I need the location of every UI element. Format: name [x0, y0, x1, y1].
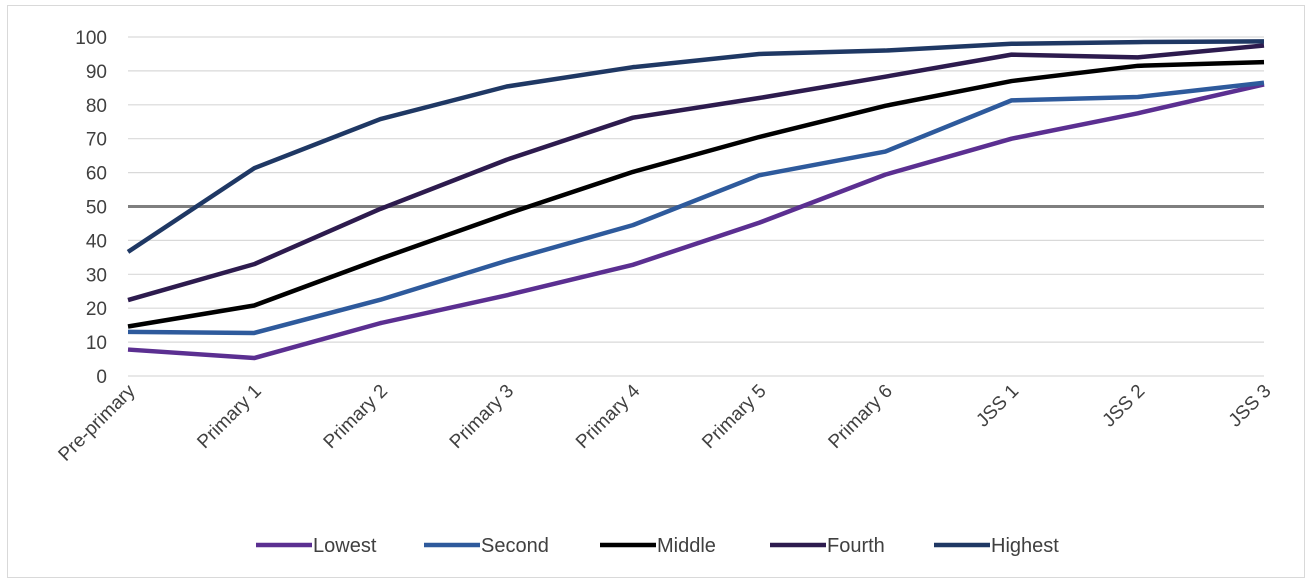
x-tick-label: JSS 3 [1225, 381, 1276, 432]
legend-label: Second [481, 535, 549, 557]
x-tick-label: Primary 1 [193, 381, 265, 453]
legend-label: Lowest [313, 535, 377, 557]
x-axis-ticks: Pre-primary Primary 1 Primary 2 Primary 3 Pr… [55, 380, 1276, 465]
x-tick-label: JSS 2 [1099, 381, 1150, 432]
legend-label: Fourth [827, 535, 885, 557]
y-tick-label: 80 [86, 96, 107, 117]
y-tick-label: 70 [86, 130, 107, 151]
y-tick-label: 0 [96, 367, 107, 388]
x-tick-label: Primary 6 [825, 381, 897, 453]
y-tick-label: 60 [86, 164, 107, 185]
legend-label: Middle [657, 535, 716, 557]
legend-entry-middle: Middle [600, 535, 716, 557]
series-lines [126, 39, 1265, 361]
y-tick-label: 40 [86, 231, 107, 252]
series-line-second [127, 80, 1265, 336]
legend-label: Highest [991, 535, 1059, 557]
series-line-lowest [127, 82, 1265, 361]
x-tick-label: JSS 1 [972, 381, 1023, 432]
y-axis-ticks: 0 10 20 30 40 50 60 70 80 90 100 [75, 28, 107, 388]
y-tick-label: 20 [86, 299, 107, 320]
legend-entry-highest: Highest [934, 535, 1059, 557]
legend-entry-lowest: Lowest [256, 535, 377, 557]
y-tick-label: 50 [86, 198, 107, 219]
x-tick-label: Primary 2 [320, 381, 392, 453]
y-tick-label: 10 [86, 333, 107, 354]
x-tick-label: Primary 3 [446, 381, 518, 453]
y-tick-label: 100 [75, 28, 107, 49]
legend-entry-fourth: Fourth [770, 535, 885, 557]
series-line-middle [127, 59, 1265, 329]
series-line-fourth [127, 43, 1265, 303]
y-tick-label: 90 [86, 62, 107, 83]
x-tick-label: Pre-primary [55, 380, 140, 465]
x-tick-label: Primary 4 [572, 380, 645, 453]
legend: Lowest Second Middle Fourth Highest [256, 535, 1059, 557]
legend-entry-second: Second [424, 535, 549, 557]
y-tick-label: 30 [86, 265, 107, 286]
x-tick-label: Primary 5 [698, 381, 770, 453]
series-line-highest [126, 39, 1265, 254]
